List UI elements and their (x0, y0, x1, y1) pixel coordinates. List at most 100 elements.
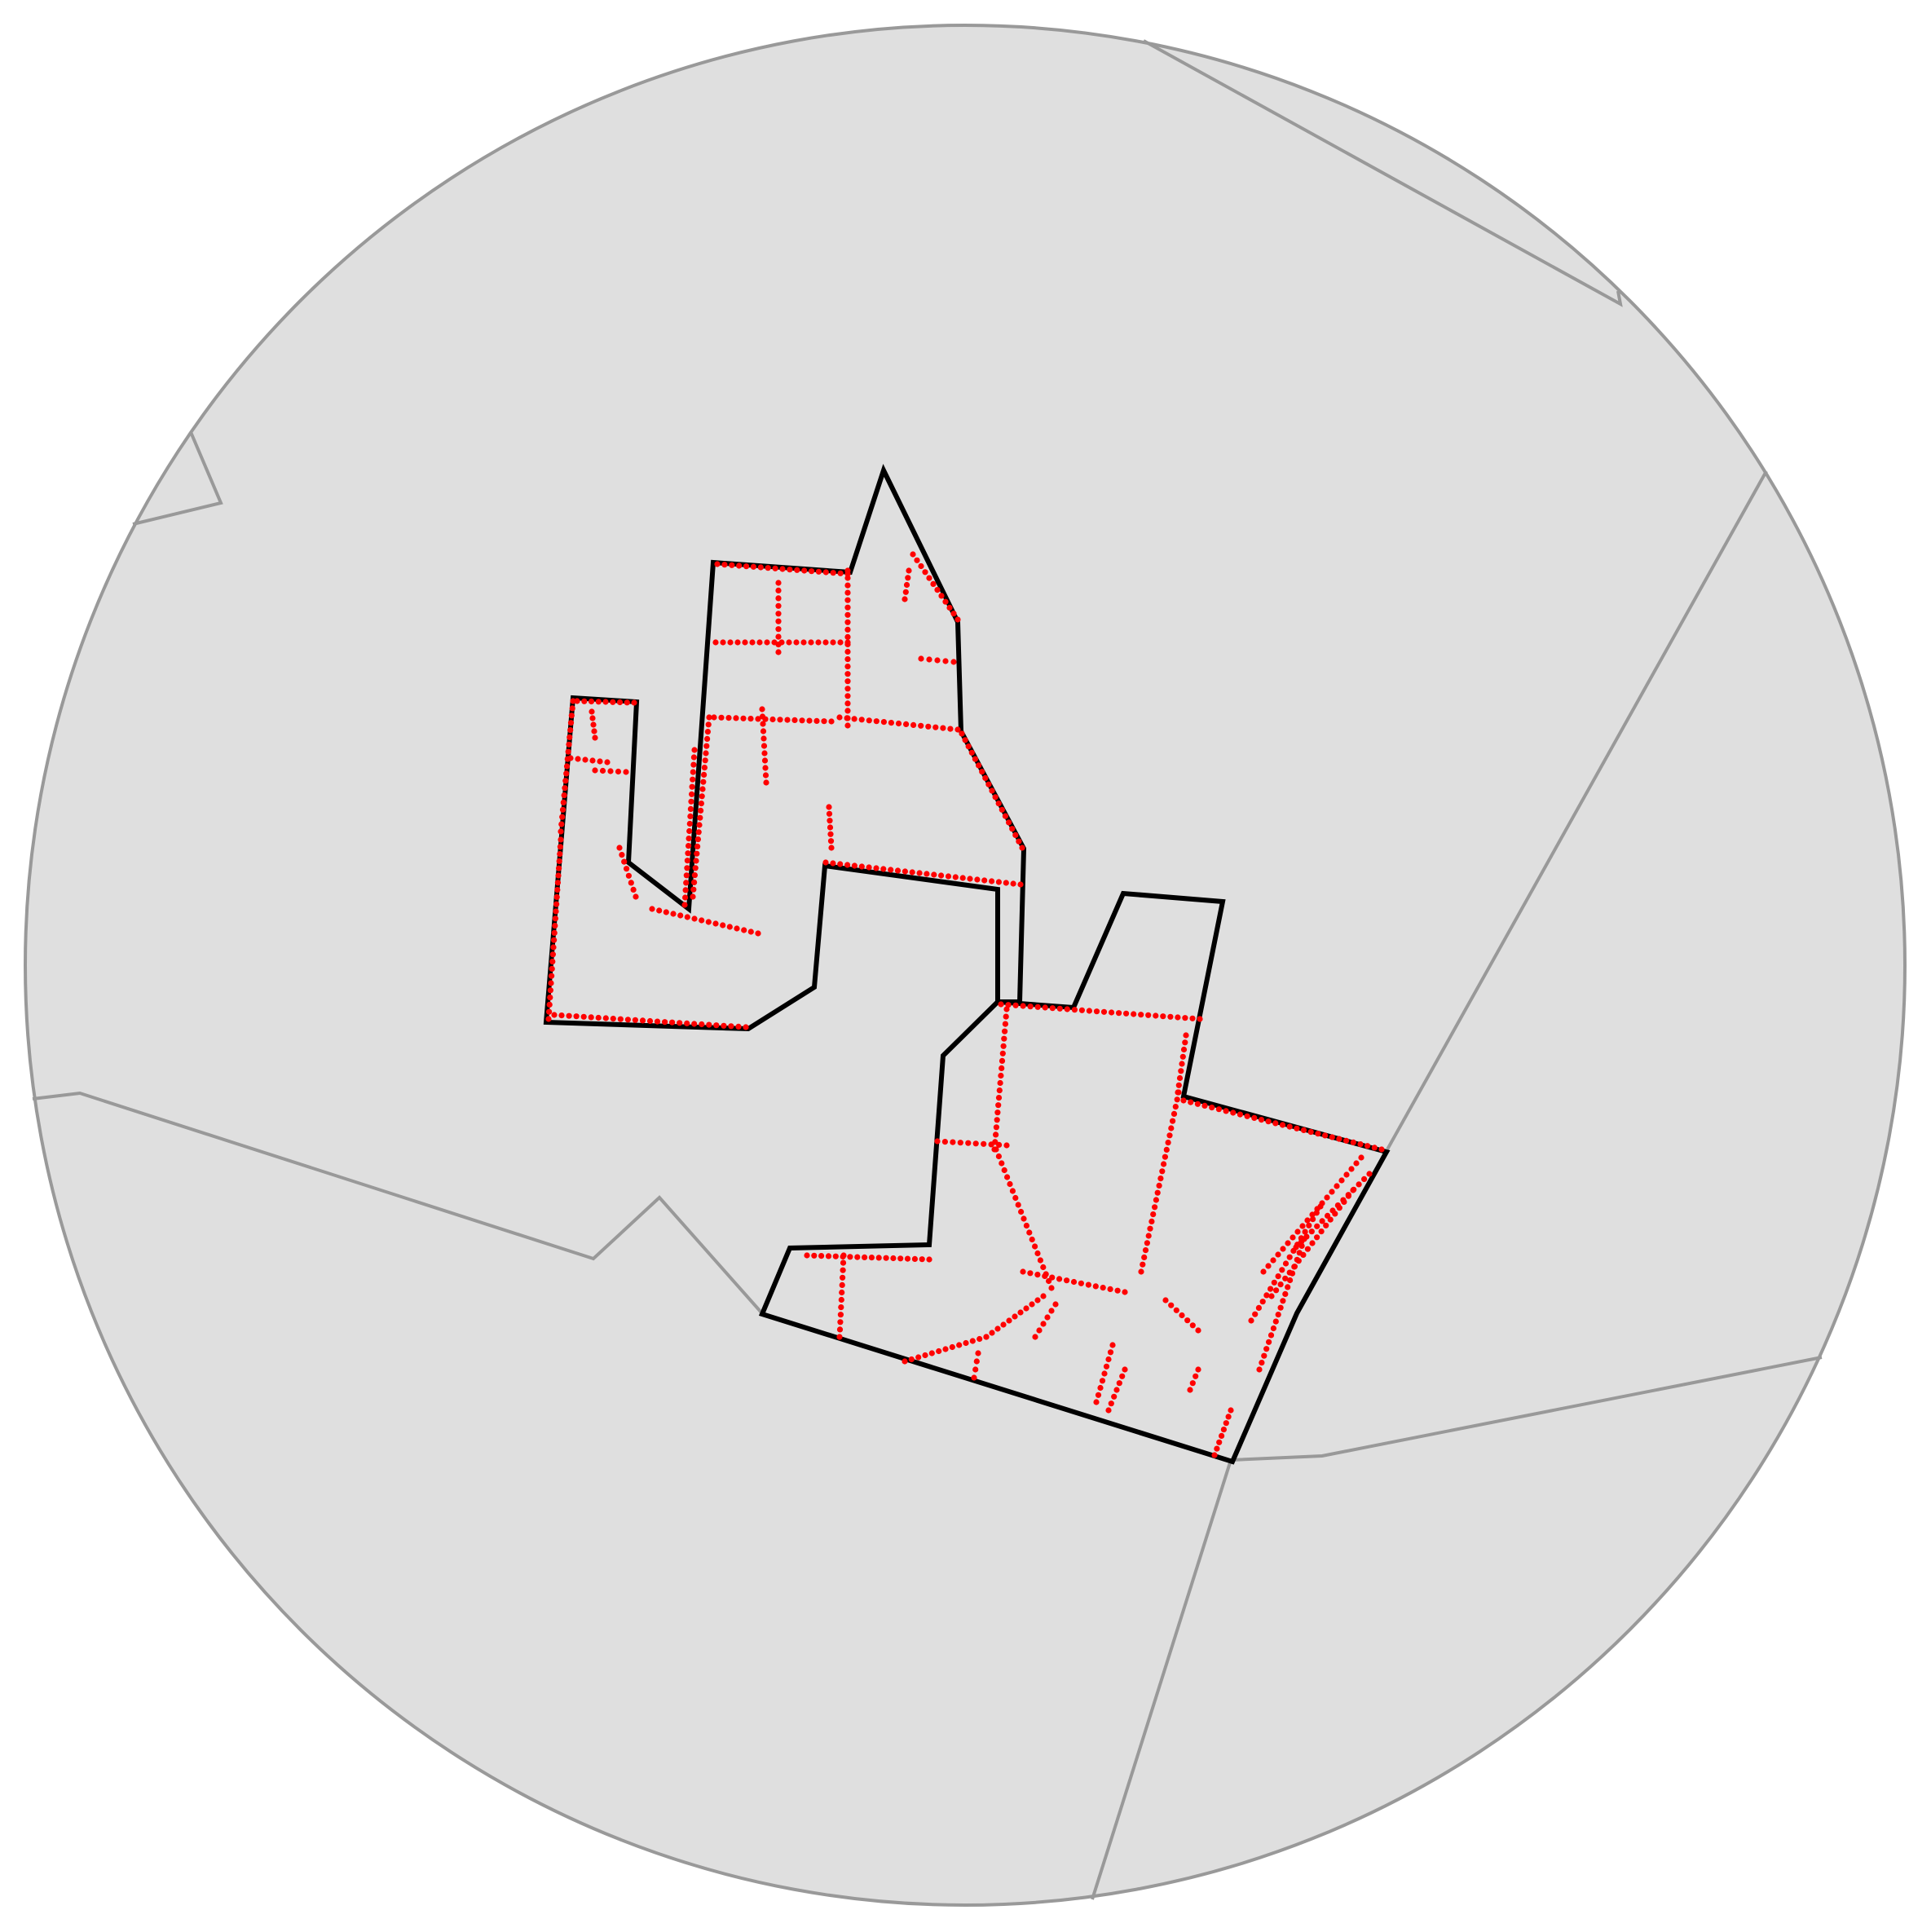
point-feature (1107, 1349, 1114, 1356)
point-feature (895, 720, 902, 727)
point-feature (808, 639, 814, 646)
point-feature (649, 906, 655, 912)
point-feature (934, 587, 941, 593)
point-feature (1307, 1129, 1314, 1136)
point-feature (734, 925, 740, 932)
point-feature (1171, 1110, 1178, 1117)
point-feature (589, 708, 595, 715)
point-feature (1162, 1297, 1169, 1303)
point-feature (624, 866, 630, 872)
point-feature (760, 728, 767, 734)
point-feature (1332, 1211, 1338, 1217)
point-feature (775, 618, 782, 624)
point-feature (633, 893, 639, 900)
point-feature (569, 705, 575, 712)
point-feature (564, 756, 571, 762)
point-feature (784, 717, 791, 723)
point-feature (1159, 1168, 1166, 1175)
point-feature (690, 761, 697, 768)
point-feature (996, 1141, 1003, 1148)
point-feature (924, 871, 930, 877)
point-feature (1161, 1161, 1167, 1167)
point-feature (1040, 1264, 1047, 1271)
point-feature (847, 1254, 853, 1260)
point-feature (1114, 1287, 1121, 1294)
region-boundary-east (1386, 470, 1768, 1150)
point-feature (755, 930, 761, 937)
point-feature (994, 1117, 1000, 1123)
point-feature (1086, 1008, 1092, 1014)
point-feature (918, 655, 924, 662)
point-feature (775, 595, 782, 602)
point-feature (688, 798, 694, 805)
point-feature (727, 639, 734, 646)
point-feature (1267, 1286, 1274, 1292)
point-feature (1144, 1240, 1150, 1246)
point-feature (993, 1124, 999, 1131)
point-feature (760, 735, 767, 742)
point-feature (704, 729, 712, 735)
point-feature (950, 659, 957, 665)
point-feature (1037, 1257, 1043, 1264)
point-feature (1056, 1276, 1063, 1282)
point-feature (1023, 1305, 1029, 1312)
point-feature (1279, 1267, 1285, 1273)
point-feature (729, 562, 735, 568)
point-feature (764, 639, 770, 646)
point-feature (677, 1020, 683, 1026)
point-feature (827, 838, 835, 845)
point-feature (721, 1022, 727, 1029)
point-feature (1350, 1139, 1356, 1145)
point-feature (742, 639, 748, 646)
point-feature (1101, 1370, 1108, 1377)
point-feature (959, 730, 965, 737)
point-feature (908, 1356, 915, 1363)
point-feature (999, 1065, 1005, 1071)
point-feature (840, 1259, 847, 1266)
point-feature (1304, 1246, 1311, 1252)
point-feature (1113, 1387, 1120, 1393)
point-feature (567, 720, 575, 726)
point-feature (1172, 1104, 1179, 1110)
point-feature (1044, 1314, 1051, 1321)
point-feature (965, 743, 972, 750)
point-feature (1023, 1222, 1029, 1229)
point-feature (904, 1255, 911, 1262)
point-feature (1165, 1140, 1171, 1146)
point-feature (1003, 1013, 1009, 1020)
point-feature (1223, 1108, 1229, 1114)
point-feature (691, 1021, 698, 1027)
point-feature (705, 721, 712, 728)
point-feature (547, 995, 553, 1001)
point-feature (1071, 1007, 1078, 1013)
point-feature (563, 770, 570, 777)
point-feature (575, 756, 581, 762)
point-feature (999, 1050, 1006, 1056)
point-feature (616, 845, 623, 851)
point-feature (1366, 1171, 1373, 1177)
point-feature (1174, 1096, 1180, 1103)
point-feature (747, 929, 754, 935)
point-feature (1034, 1297, 1041, 1303)
point-feature (1036, 1327, 1043, 1334)
point-feature (761, 750, 768, 756)
point-feature (909, 869, 915, 876)
point-feature (615, 768, 622, 775)
point-feature (1140, 1261, 1146, 1268)
point-feature (1017, 1309, 1024, 1316)
point-feature (1223, 1420, 1229, 1427)
point-feature (775, 580, 782, 586)
point-feature (726, 924, 733, 930)
point-feature (1010, 880, 1016, 887)
point-feature (706, 1021, 712, 1028)
point-feature (995, 1102, 1002, 1109)
point-feature (844, 567, 851, 574)
point-feature (1252, 1311, 1259, 1317)
point-feature (689, 791, 695, 797)
point-feature (974, 876, 981, 883)
point-feature (972, 1140, 979, 1147)
point-feature (922, 1352, 928, 1359)
point-feature (934, 657, 941, 664)
point-feature (1004, 1174, 1011, 1180)
point-feature (695, 829, 702, 836)
